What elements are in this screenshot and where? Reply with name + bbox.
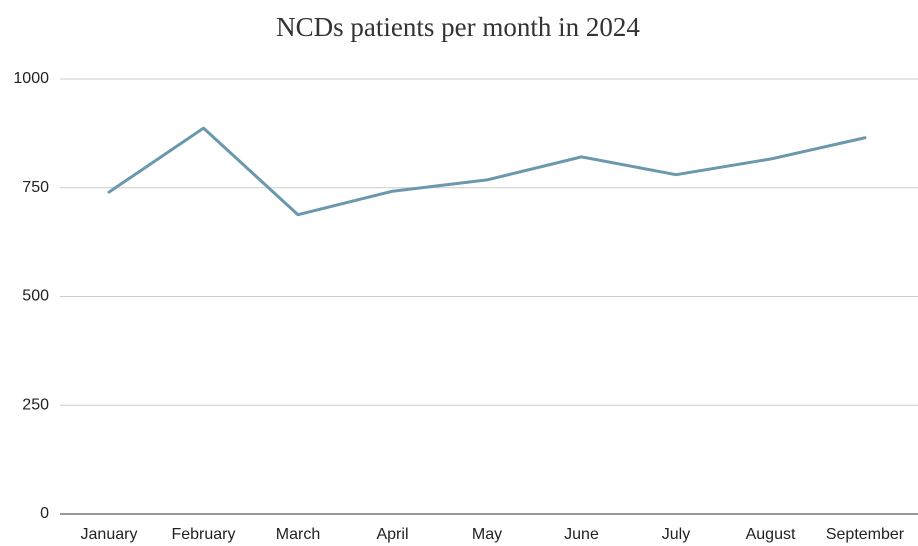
y-tick-label: 1000 bbox=[13, 70, 49, 87]
x-tick-label: September bbox=[826, 526, 905, 543]
y-tick-label: 0 bbox=[40, 505, 49, 522]
x-tick-label: June bbox=[564, 526, 599, 543]
x-tick-label: July bbox=[662, 526, 690, 543]
y-tick-label: 250 bbox=[22, 396, 49, 413]
x-tick-label: January bbox=[81, 526, 138, 543]
x-tick-label: May bbox=[472, 526, 502, 543]
y-tick-label: 500 bbox=[22, 288, 49, 305]
x-tick-label: February bbox=[171, 526, 235, 543]
line-series bbox=[107, 126, 867, 217]
y-tick-label: 750 bbox=[22, 179, 49, 196]
x-tick-label: April bbox=[376, 526, 408, 543]
chart-title: NCDs patients per month in 2024 bbox=[276, 12, 640, 42]
x-tick-label: August bbox=[746, 526, 796, 543]
x-tick-label: March bbox=[276, 526, 320, 543]
